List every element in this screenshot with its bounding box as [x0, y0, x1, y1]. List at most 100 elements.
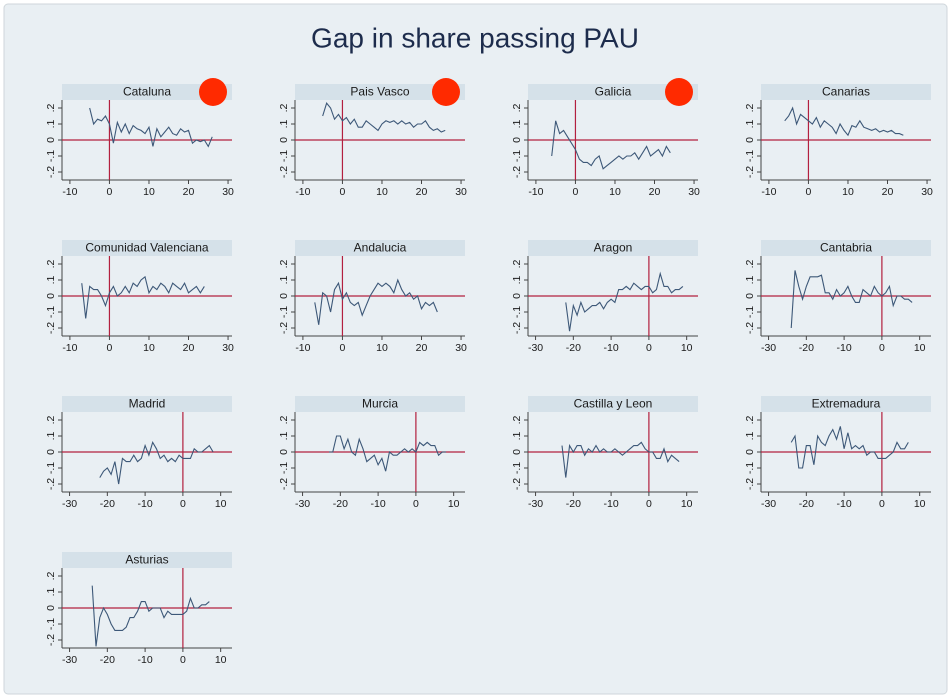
y-tick-label: .1 — [278, 431, 290, 440]
x-tick-label: -10 — [295, 342, 310, 354]
panel-title: Murcia — [362, 397, 398, 411]
x-tick-label: -20 — [100, 498, 115, 510]
y-tick-label: .1 — [45, 275, 57, 284]
data-line — [314, 278, 438, 325]
panel-title: Madrid — [129, 397, 166, 411]
data-line — [561, 441, 680, 478]
x-tick-label: 10 — [143, 186, 155, 198]
x-tick-label: 0 — [573, 186, 579, 198]
x-tick-label: 10 — [842, 186, 854, 198]
x-tick-label: 10 — [448, 498, 460, 510]
y-tick-label: .1 — [744, 275, 756, 284]
y-tick-label: 0 — [45, 293, 57, 299]
y-tick-label: -.2 — [511, 322, 523, 334]
y-tick-label: -.2 — [511, 166, 523, 178]
panel-header — [295, 84, 465, 100]
data-line — [91, 585, 210, 647]
x-tick-label: 10 — [376, 186, 388, 198]
y-tick-label: -.2 — [45, 478, 57, 490]
x-tick-label: 0 — [107, 186, 113, 198]
y-tick-label: .1 — [511, 119, 523, 128]
x-tick-label: -10 — [528, 186, 543, 198]
y-tick-label: -.2 — [45, 322, 57, 334]
y-tick-label: .1 — [744, 431, 756, 440]
panel: Murcia -.2 -.1 0 .1 .2 -30 -20 -10 0 10 — [278, 396, 465, 510]
x-tick-label: -20 — [100, 654, 115, 666]
x-tick-label: 10 — [609, 186, 621, 198]
y-tick-label: 0 — [511, 449, 523, 455]
panel-title: Cataluna — [123, 85, 171, 99]
y-tick-label: .1 — [45, 119, 57, 128]
panel-header — [528, 84, 698, 100]
y-tick-label: .1 — [45, 587, 57, 596]
panel-header — [295, 240, 465, 256]
x-tick-label: 20 — [416, 342, 428, 354]
panel-title: Andalucia — [354, 241, 407, 255]
x-tick-label: 0 — [806, 186, 812, 198]
y-tick-label: -.1 — [45, 618, 57, 630]
x-tick-label: -10 — [138, 654, 153, 666]
y-tick-label: -.1 — [511, 462, 523, 474]
x-tick-label: -10 — [604, 342, 619, 354]
x-tick-label: 0 — [180, 498, 186, 510]
y-tick-label: -.2 — [45, 166, 57, 178]
panel-title: Aragon — [594, 241, 633, 255]
panel-title: Cantabria — [820, 241, 872, 255]
y-tick-label: -.1 — [278, 462, 290, 474]
x-tick-label: -20 — [333, 498, 348, 510]
y-tick-label: .1 — [278, 275, 290, 284]
data-line — [89, 107, 213, 148]
panel-header — [761, 84, 931, 100]
x-tick-label: -20 — [799, 342, 814, 354]
x-tick-label: -30 — [761, 498, 776, 510]
x-tick-label: 0 — [646, 498, 652, 510]
y-tick-label: .2 — [45, 571, 57, 580]
panel-title: Asturias — [125, 553, 168, 567]
y-tick-label: .1 — [511, 275, 523, 284]
x-tick-label: 30 — [455, 342, 467, 354]
data-line — [322, 102, 446, 133]
panel: Andalucia -.2 -.1 0 .1 .2 -10 0 10 20 30 — [278, 240, 467, 354]
y-tick-label: .1 — [511, 431, 523, 440]
x-tick-label: 20 — [882, 186, 894, 198]
panel-title: Castilla y Leon — [574, 397, 653, 411]
y-tick-label: .2 — [511, 415, 523, 424]
panel: Canarias -.2 -.1 0 .1 .2 -10 0 10 20 30 — [744, 84, 933, 198]
data-line — [329, 435, 447, 472]
y-tick-label: .1 — [45, 431, 57, 440]
y-tick-label: .2 — [45, 103, 57, 112]
y-tick-label: -.2 — [744, 166, 756, 178]
y-tick-label: 0 — [744, 293, 756, 299]
data-line — [81, 275, 205, 319]
x-tick-label: -30 — [528, 342, 543, 354]
main-title: Gap in share passing PAU — [311, 22, 639, 53]
x-tick-label: 10 — [215, 654, 227, 666]
panel-header — [528, 396, 698, 412]
x-tick-label: 30 — [455, 186, 467, 198]
y-tick-label: -.1 — [278, 150, 290, 162]
y-tick-label: -.1 — [45, 462, 57, 474]
y-tick-label: 0 — [45, 605, 57, 611]
y-tick-label: 0 — [744, 449, 756, 455]
y-tick-label: .2 — [45, 259, 57, 268]
y-tick-label: -.2 — [744, 478, 756, 490]
x-tick-label: -10 — [371, 498, 386, 510]
panel: Castilla y Leon -.2 -.1 0 .1 .2 -30 -20 -10 0 10 — [511, 396, 698, 510]
panel: Aragon -.2 -.1 0 .1 .2 -30 -20 -10 0 10 — [511, 240, 698, 354]
x-tick-label: -10 — [837, 342, 852, 354]
x-tick-label: 10 — [143, 342, 155, 354]
x-tick-label: -10 — [295, 186, 310, 198]
panel-header — [761, 240, 931, 256]
x-tick-label: 20 — [183, 342, 195, 354]
x-tick-label: -20 — [566, 498, 581, 510]
panel-header — [761, 396, 931, 412]
panel-title: Canarias — [822, 85, 870, 99]
y-tick-label: .2 — [744, 259, 756, 268]
panel: Comunidad Valenciana -.2 -.1 0 .1 .2 -10 0 10 20 3… — [45, 240, 234, 354]
x-tick-label: 10 — [681, 342, 693, 354]
data-line — [565, 271, 684, 332]
y-tick-label: -.1 — [744, 306, 756, 318]
y-tick-label: -.1 — [45, 306, 57, 318]
panel: Madrid -.2 -.1 0 .1 .2 -30 -20 -10 0 10 — [45, 396, 232, 510]
y-tick-label: -.2 — [744, 322, 756, 334]
